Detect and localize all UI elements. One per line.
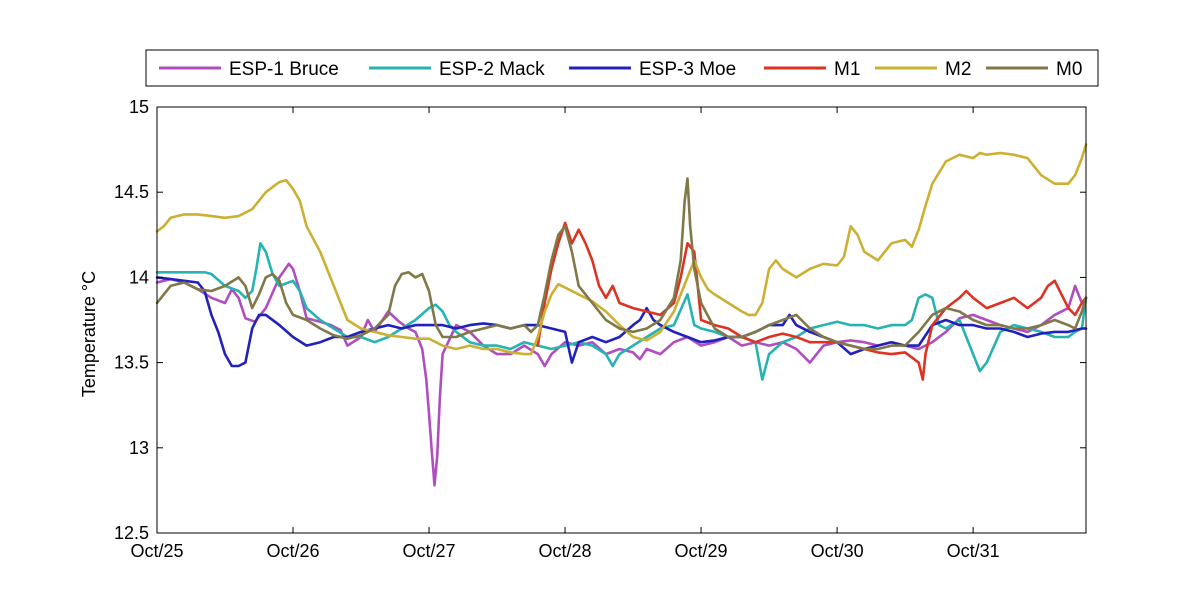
series-lines (155, 143, 1088, 487)
legend-label-esp-1-bruce: ESP-1 Bruce (229, 59, 339, 80)
legend: ESP-1 Bruce ESP-2 Mack ESP-3 Moe M1 M2 M0 (145, 49, 1099, 87)
y-axis: 12.5 13 13.5 14 14.5 15 (114, 97, 1086, 543)
series-line-m2 (155, 143, 1088, 356)
series-line-esp-2-mack (155, 242, 1088, 381)
x-tick-label: Oct/27 (403, 541, 456, 561)
legend-label-esp-3-moe: ESP-3 Moe (639, 59, 736, 80)
x-tick-label: Oct/31 (947, 541, 1000, 561)
y-tick-label: 12.5 (114, 523, 149, 543)
legend-label-m0: M0 (1056, 59, 1082, 80)
y-tick-label: 13 (129, 438, 149, 458)
legend-label-m1: M1 (834, 59, 860, 80)
x-tick-label: Oct/26 (267, 541, 320, 561)
legend-label-esp-2-mack: ESP-2 Mack (439, 59, 545, 80)
x-tick-label: Oct/28 (539, 541, 592, 561)
series-line-m1 (536, 221, 1088, 381)
y-tick-label: 15 (129, 97, 149, 117)
x-tick-label: Oct/25 (130, 541, 183, 561)
y-axis-label: Temperature °C (79, 271, 99, 397)
y-tick-label: 13.5 (114, 353, 149, 373)
series-line-m0 (155, 177, 1088, 351)
series-line-esp-3-moe (155, 276, 1088, 368)
x-tick-label: Oct/30 (811, 541, 864, 561)
y-tick-label: 14.5 (114, 182, 149, 202)
x-axis: Oct/25 Oct/26 Oct/27 Oct/28 Oct/29 Oct/30 Oct/… (130, 107, 1000, 561)
plot-frame (156, 106, 1087, 534)
legend-label-m2: M2 (945, 59, 971, 80)
y-tick-label: 14 (129, 267, 149, 287)
x-tick-label: Oct/29 (675, 541, 728, 561)
